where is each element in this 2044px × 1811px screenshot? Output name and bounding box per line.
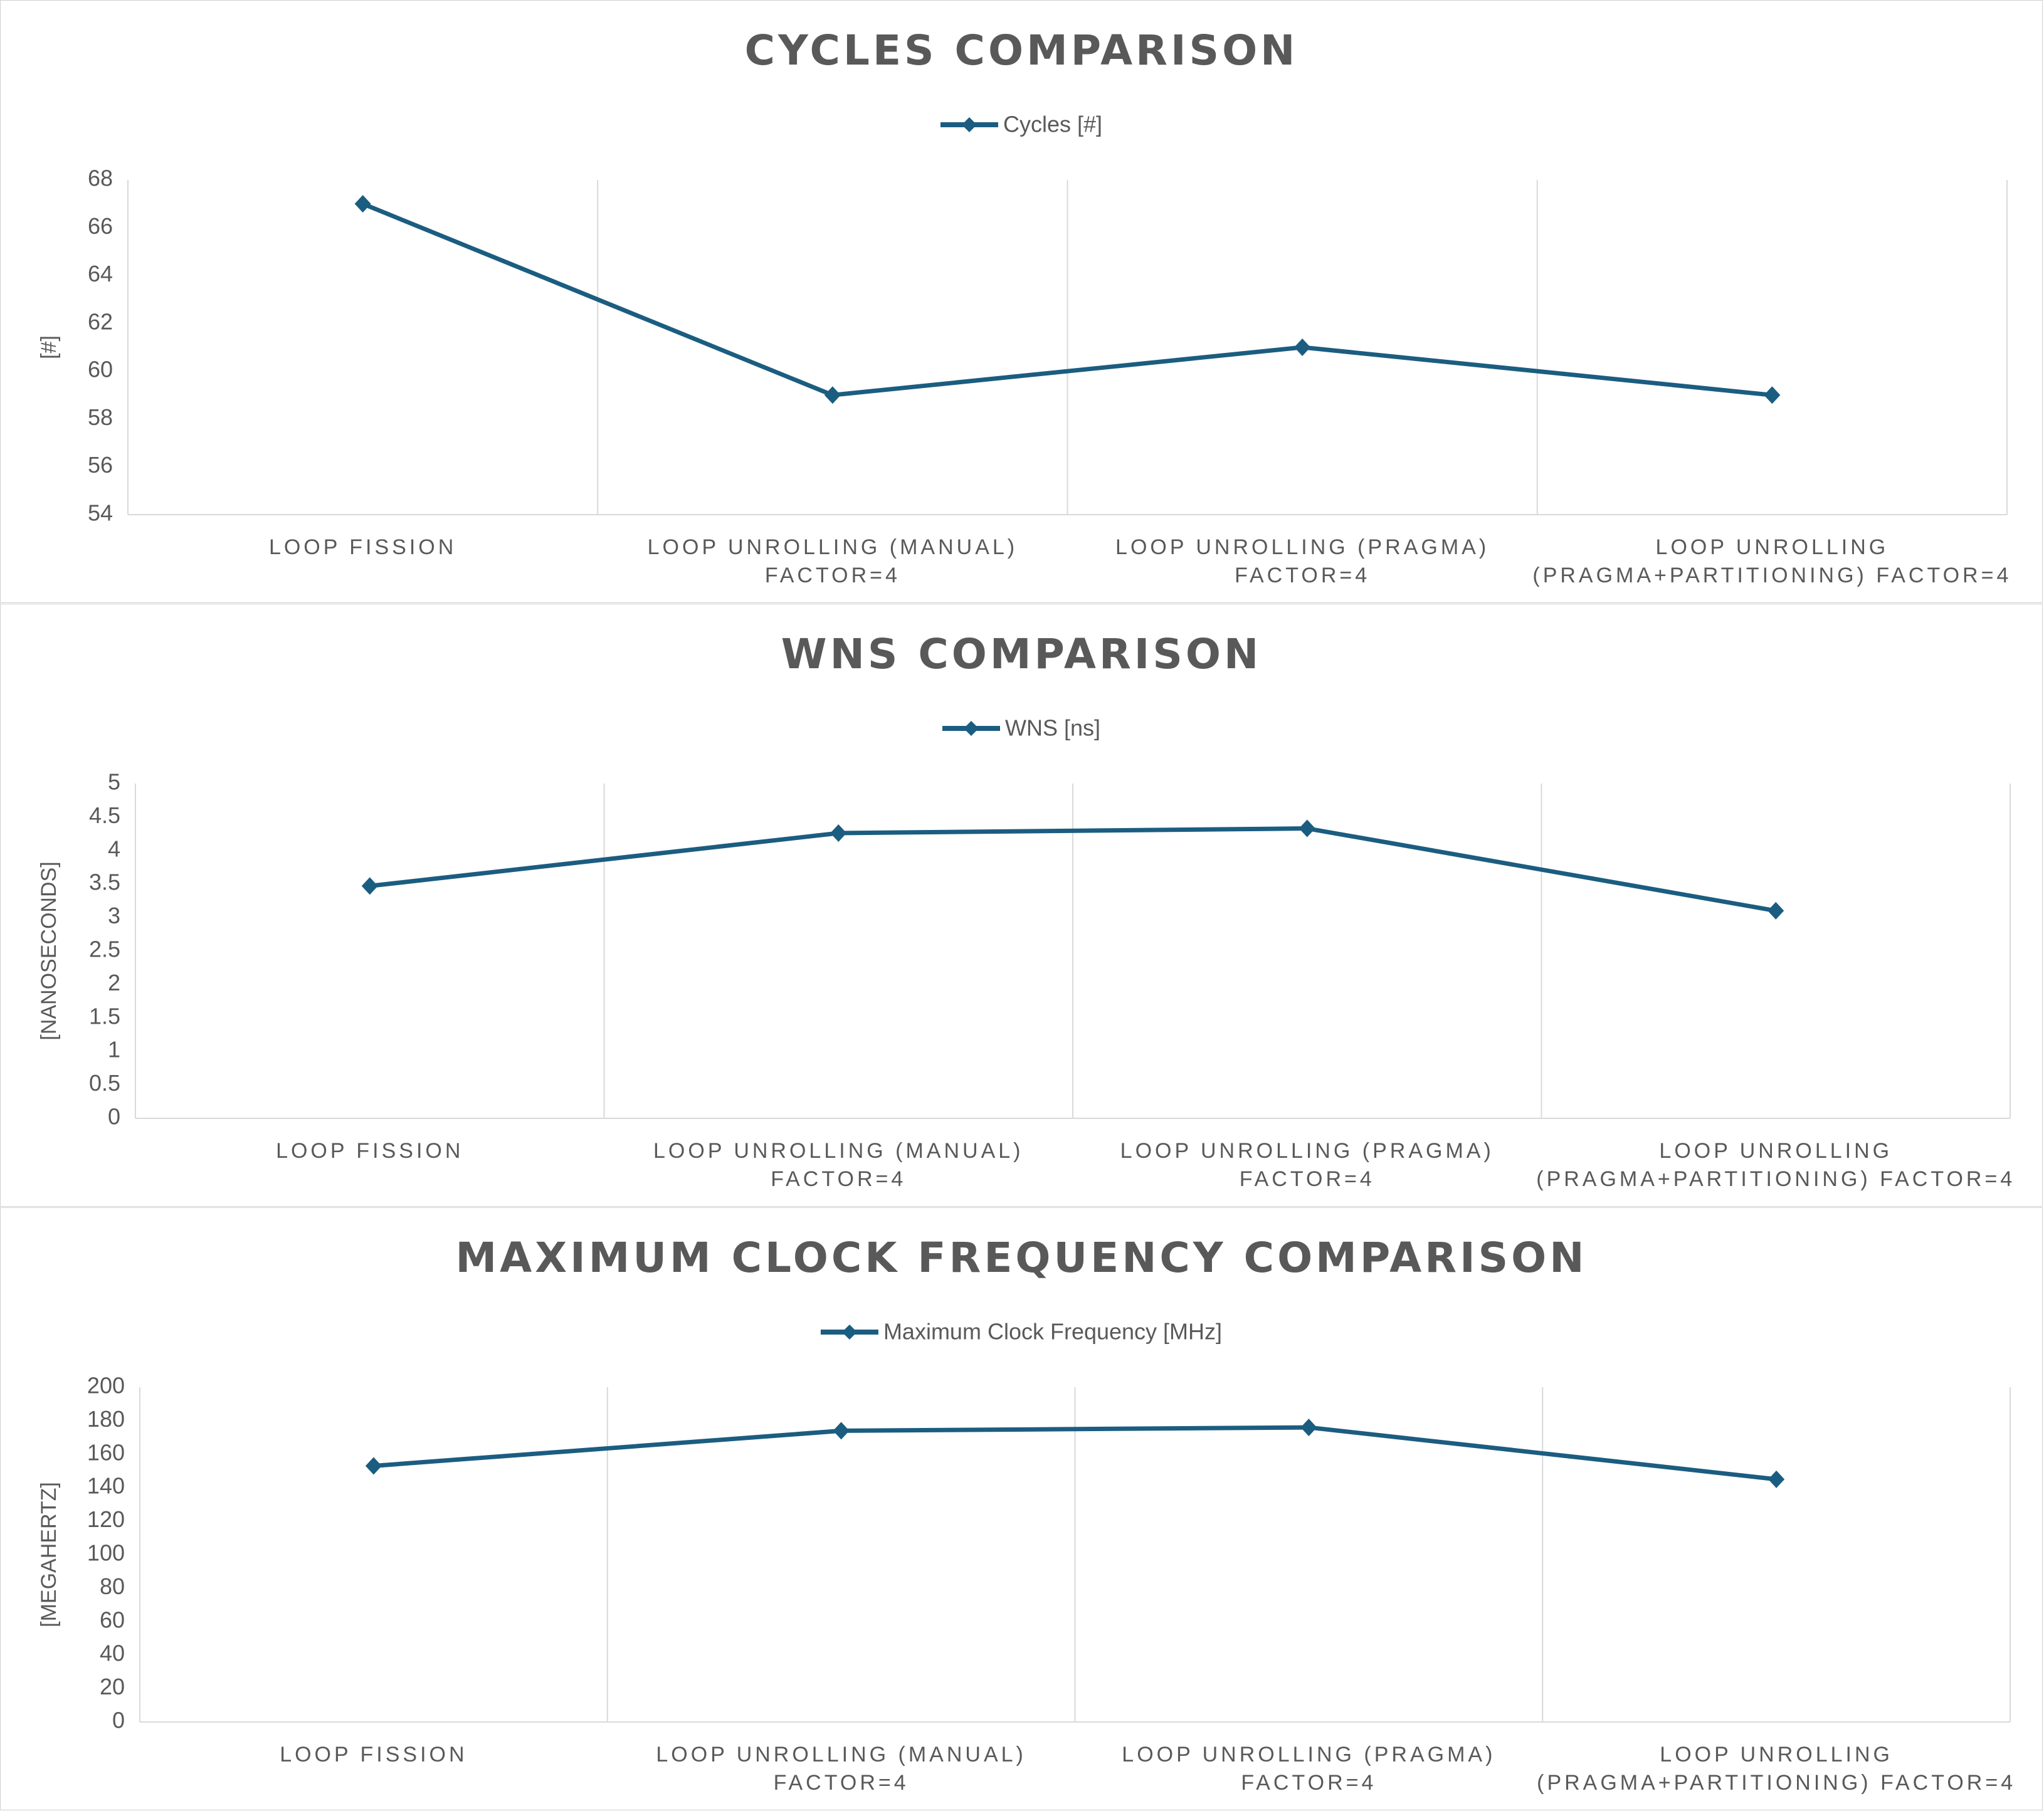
legend-marker (963, 721, 979, 736)
x-tick-label: FACTOR=4 (771, 1167, 906, 1191)
x-tick-label: (PRAGMA+PARTITIONING) FACTOR=4 (1537, 1771, 2016, 1795)
data-point (833, 1422, 850, 1440)
x-tick-label: LOOP UNROLLING (MANUAL) (653, 1139, 1023, 1163)
y-tick-label: 2 (108, 970, 120, 995)
x-tick-label: LOOP FISSION (280, 1743, 467, 1766)
data-point (361, 877, 378, 895)
x-tick-label: LOOP FISSION (269, 535, 456, 559)
y-tick-label: 5 (108, 769, 120, 795)
data-point (1768, 1470, 1785, 1488)
y-tick-label: 1.5 (89, 1003, 120, 1029)
y-tick-label: 0.5 (89, 1070, 120, 1096)
y-tick-label: 140 (87, 1473, 125, 1499)
y-tick-label: 2.5 (89, 937, 120, 962)
data-point (1300, 1419, 1317, 1437)
wns-chart: WNS COMPARISON WNS [ns] 0 0.5 1 1.5 2 2.5 3 3.5 4 4… (37, 630, 2015, 1191)
legend-label: WNS [ns] (1005, 715, 1100, 741)
y-tick-label: 58 (88, 404, 113, 430)
x-tick-label: LOOP UNROLLING (MANUAL) (648, 535, 1018, 559)
wns-chart-panel: WNS COMPARISON WNS [ns] 0 0.5 1 1.5 2 2.5 3 3.5 4 4… (0, 604, 2043, 1207)
x-tick-label: FACTOR=4 (765, 564, 900, 587)
y-tick-label: 60 (88, 357, 113, 382)
cycles-chart-panel: CYCLES COMPARISON Cycles [#] 54 56 58 60 62 64 6… (0, 0, 2043, 603)
y-tick-label: 200 (87, 1373, 125, 1399)
legend-label: Maximum Clock Frequency [MHz] (883, 1319, 1222, 1345)
legend-label: Cycles [#] (1003, 112, 1102, 137)
y-tick-label: 180 (87, 1406, 125, 1432)
chart-title: CYCLES COMPARISON (745, 26, 1299, 75)
data-point (354, 195, 371, 213)
x-tick-label: LOOP UNROLLING (MANUAL) (656, 1743, 1026, 1766)
cycles-chart: CYCLES COMPARISON Cycles [#] 54 56 58 60 62 64 6… (37, 26, 2011, 587)
x-tick-label: (PRAGMA+PARTITIONING) FACTOR=4 (1532, 564, 2011, 587)
chart-title: WNS COMPARISON (781, 630, 1262, 678)
x-tick-label: FACTOR=4 (774, 1771, 909, 1795)
series-line (371, 1425, 1779, 1482)
x-tick-label: (PRAGMA+PARTITIONING) FACTOR=4 (1536, 1167, 2015, 1191)
y-tick-label: 100 (87, 1540, 125, 1566)
x-tick-label: LOOP UNROLLING (PRAGMA) (1115, 535, 1489, 559)
y-tick-label: 64 (88, 261, 113, 286)
legend-marker (961, 117, 977, 132)
y-tick-label: 68 (88, 165, 113, 191)
chart-title: MAXIMUM CLOCK FREQUENCY COMPARISON (455, 1234, 1587, 1282)
y-tick-label: 60 (100, 1607, 125, 1632)
data-point (1767, 901, 1784, 920)
y-tick-label: 56 (88, 452, 113, 478)
y-tick-label: 3 (108, 903, 120, 928)
max-clock-frequency-chart-panel: MAXIMUM CLOCK FREQUENCY COMPARISON Maximu… (0, 1207, 2043, 1810)
y-tick-label: 54 (88, 500, 113, 526)
legend-marker (841, 1325, 857, 1340)
y-tick-label: 20 (100, 1674, 125, 1699)
x-tick-label: LOOP UNROLLING (1659, 1139, 1892, 1163)
y-tick-label: 4 (108, 836, 120, 861)
y-tick-label: 80 (100, 1573, 125, 1599)
data-point (1299, 819, 1315, 837)
x-tick-label: LOOP UNROLLING (PRAGMA) (1122, 1743, 1495, 1766)
data-point (830, 824, 847, 843)
y-tick-label: 1 (108, 1037, 120, 1063)
y-axis-label: [#] (37, 335, 61, 359)
series-line (367, 826, 1778, 913)
y-tick-label: 160 (87, 1439, 125, 1465)
y-tick-label: 40 (100, 1640, 125, 1666)
y-axis-label: [NANOSECONDS] (37, 861, 61, 1040)
data-point (824, 386, 841, 404)
x-tick-label: LOOP UNROLLING (PRAGMA) (1120, 1139, 1494, 1163)
x-tick-label: LOOP UNROLLING (1656, 535, 1889, 559)
y-tick-label: 4.5 (89, 802, 120, 828)
data-point (1294, 339, 1311, 356)
y-tick-label: 120 (87, 1506, 125, 1532)
y-tick-label: 66 (88, 213, 113, 239)
x-tick-label: LOOP UNROLLING (1660, 1743, 1893, 1766)
y-tick-label: 0 (108, 1104, 120, 1130)
x-tick-label: LOOP FISSION (276, 1139, 463, 1163)
y-axis-label: [MEGAHERTZ] (37, 1482, 61, 1627)
y-tick-label: 3.5 (89, 869, 120, 895)
x-tick-label: FACTOR=4 (1235, 564, 1370, 587)
y-tick-label: 0 (112, 1708, 125, 1733)
data-point (1764, 386, 1781, 404)
data-point (365, 1457, 382, 1475)
max-clock-frequency-chart: MAXIMUM CLOCK FREQUENCY COMPARISON Maximu… (37, 1234, 2016, 1795)
x-tick-label: FACTOR=4 (1241, 1771, 1376, 1795)
y-tick-label: 62 (88, 308, 113, 334)
x-tick-label: FACTOR=4 (1240, 1167, 1375, 1191)
series-line (361, 201, 1774, 397)
